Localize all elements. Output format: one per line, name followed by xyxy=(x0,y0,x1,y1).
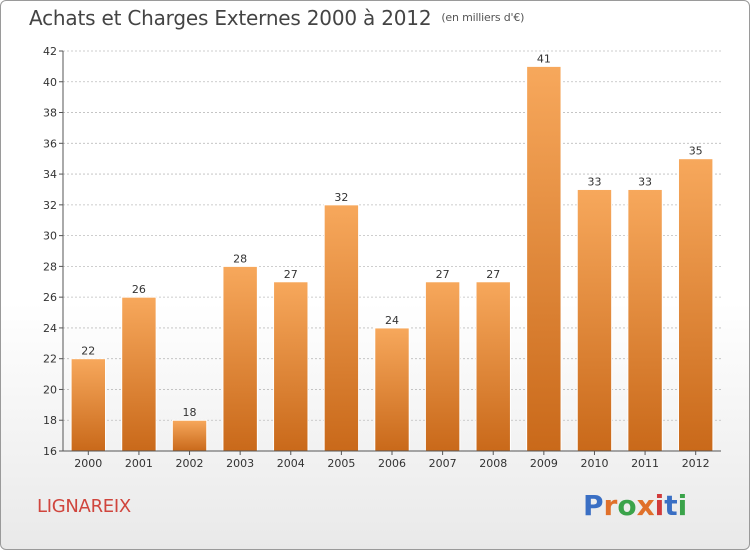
logo-letter: P xyxy=(583,489,604,522)
logo-letter: t xyxy=(664,489,678,522)
y-axis: 16 18 20 22 24 26 28 30 32 34 36 38 40 42 xyxy=(43,45,64,458)
y-tick-label: 24 xyxy=(43,322,57,335)
logo-letter: x xyxy=(636,489,655,522)
proxiti-logo[interactable]: Proxiti xyxy=(583,489,687,522)
data-label: 41 xyxy=(537,52,551,65)
data-label: 27 xyxy=(486,268,500,281)
y-tick-label: 38 xyxy=(43,107,57,120)
chart-unit: (en milliers d'€) xyxy=(441,11,525,24)
logo-letter: o xyxy=(617,489,637,522)
x-tick-label: 2002 xyxy=(176,457,204,470)
data-label: 22 xyxy=(81,345,95,358)
logo-letter: i xyxy=(654,489,665,522)
chart-title-text: Achats et Charges Externes 2000 à 2012 xyxy=(29,6,432,30)
data-label: 32 xyxy=(334,191,348,204)
x-tick-label: 2010 xyxy=(580,457,608,470)
y-tick-label: 34 xyxy=(43,168,57,181)
bar-2004 xyxy=(273,281,309,452)
y-tick-label: 36 xyxy=(43,137,57,150)
y-tick-label: 42 xyxy=(43,45,57,58)
data-label: 35 xyxy=(689,145,703,158)
y-tick-label: 40 xyxy=(43,76,57,89)
x-tick-label: 2005 xyxy=(327,457,355,470)
data-label: 28 xyxy=(233,252,247,265)
data-label: 26 xyxy=(132,283,146,296)
x-tick-label: 2001 xyxy=(125,457,153,470)
logo-letter: r xyxy=(603,489,618,522)
bar-2000 xyxy=(70,358,107,452)
bar-2001 xyxy=(121,296,157,452)
x-tick-label: 2007 xyxy=(429,457,457,470)
data-label: 27 xyxy=(284,268,298,281)
x-tick-label: 2003 xyxy=(226,457,254,470)
bar-2003 xyxy=(222,265,258,452)
x-tick-label: 2004 xyxy=(277,457,305,470)
commune-name: LIGNAREIX xyxy=(37,496,131,517)
bar-2010 xyxy=(576,188,613,452)
y-tick-label: 16 xyxy=(43,445,57,458)
y-tick-label: 26 xyxy=(43,291,57,304)
bar-2012 xyxy=(677,158,714,452)
data-label: 33 xyxy=(587,175,601,188)
bar-2007 xyxy=(424,281,461,452)
x-tick-label: 2000 xyxy=(74,457,102,470)
bar-2009 xyxy=(526,65,562,452)
x-tick-label: 2008 xyxy=(479,457,507,470)
data-label: 24 xyxy=(385,314,399,327)
y-tick-label: 30 xyxy=(43,230,57,243)
bar-2002 xyxy=(171,419,208,452)
bar-2006 xyxy=(374,327,410,452)
y-tick-label: 32 xyxy=(43,199,57,212)
bar-2011 xyxy=(627,188,663,452)
y-tick-label: 28 xyxy=(43,260,57,273)
data-label: 27 xyxy=(436,268,450,281)
x-axis: 2000 2001 2002 2003 2004 2005 2006 2007 2008 2009… xyxy=(63,450,721,470)
bar-2005 xyxy=(323,204,360,452)
y-tick-label: 20 xyxy=(43,383,57,396)
x-tick-label: 2006 xyxy=(378,457,406,470)
logo-letter: i xyxy=(677,489,688,522)
data-labels: 22 26 18 28 27 32 24 27 27 41 33 33 35 xyxy=(81,52,702,419)
chart-title: Achats et Charges Externes 2000 à 2012 (e… xyxy=(29,6,524,30)
data-label: 18 xyxy=(183,406,197,419)
bar-2008 xyxy=(475,281,511,452)
bars xyxy=(70,65,714,452)
x-tick-label: 2011 xyxy=(631,457,659,470)
x-tick-label: 2012 xyxy=(682,457,710,470)
y-tick-label: 22 xyxy=(43,353,57,366)
data-label: 33 xyxy=(638,175,652,188)
x-tick-label: 2009 xyxy=(530,457,558,470)
y-tick-label: 18 xyxy=(43,414,57,427)
